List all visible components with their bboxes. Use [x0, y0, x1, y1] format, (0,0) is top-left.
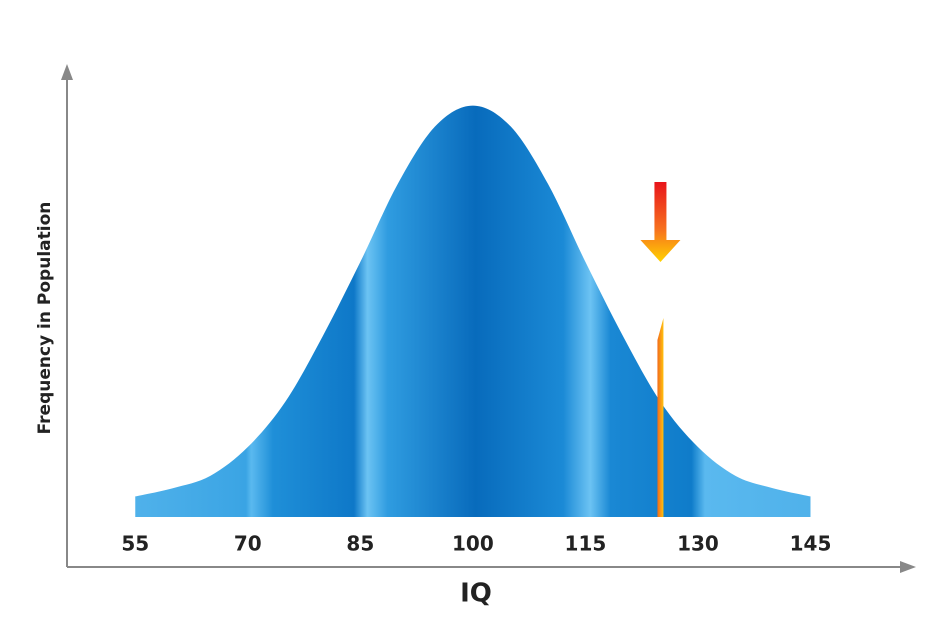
x-tick-label: 70	[234, 532, 262, 556]
x-tick-label: 55	[121, 532, 149, 556]
x-tick-label: 145	[790, 532, 832, 556]
y-axis-arrow	[61, 64, 73, 80]
marker-bar	[657, 318, 664, 517]
marker-arrow	[640, 182, 681, 262]
x-axis-arrow	[900, 561, 916, 573]
y-axis-label: Frequency in Population	[35, 202, 55, 435]
x-axis-label: IQ	[460, 579, 492, 609]
x-tick-label: 115	[565, 532, 607, 556]
x-tick-label: 100	[452, 532, 494, 556]
x-tick-label: 130	[677, 532, 719, 556]
x-tick-label: 85	[346, 532, 374, 556]
distribution-area	[135, 105, 811, 518]
